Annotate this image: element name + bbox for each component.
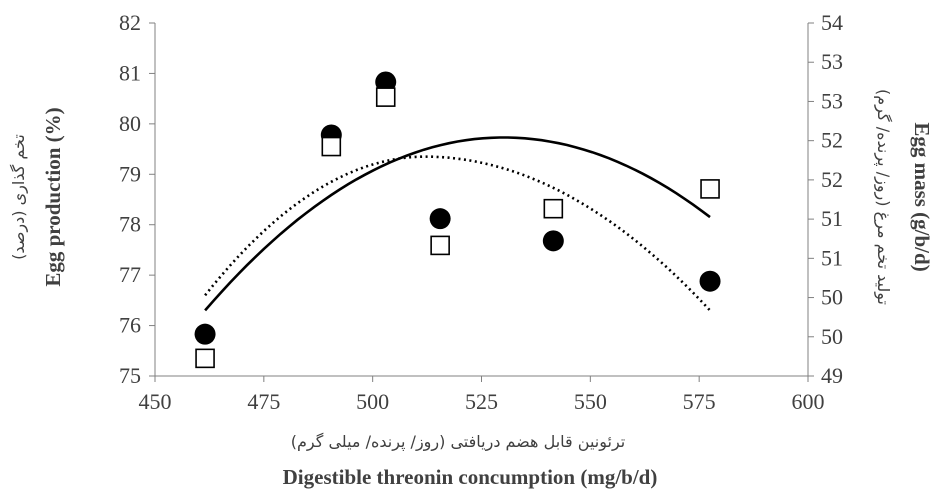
y2-tick-label: 53 (821, 88, 843, 113)
y-tick-label: 80 (119, 111, 141, 136)
y-tick-label: 79 (119, 161, 141, 186)
y-axis-label: Egg production (%) (41, 107, 65, 286)
y2-axis-label: Egg mass (g/b/d) (910, 122, 934, 271)
data-point-square (700, 179, 720, 199)
data-point-circle (194, 323, 216, 345)
x-axis-label: Digestible threonin concumption (mg/b/d) (283, 465, 658, 489)
y-tick-label: 78 (119, 212, 141, 237)
tick-labels: 450 475 500 525 550 575 600 75 76 77 78 79 80 81 82 49 5… (119, 10, 843, 414)
data-point-circle (375, 71, 397, 93)
x-axis-label-fa: ترئونین قابل هضم دریافتی (روز/ پرنده/ می… (291, 432, 625, 452)
y2-tick-label: 53 (821, 49, 843, 74)
y-tick-label: 82 (119, 10, 141, 35)
data-point-circle (429, 208, 451, 230)
data-point-square (375, 87, 396, 107)
y2-tick-label: 49 (821, 363, 843, 388)
y-tick-label: 76 (119, 313, 141, 338)
x-tick-label: 575 (683, 389, 716, 414)
y2-tick-label: 51 (821, 245, 843, 270)
y-tick-label: 77 (119, 262, 141, 287)
y2-tick-label: 50 (821, 285, 843, 310)
x-tick-label: 500 (356, 389, 389, 414)
y2-tick-label: 52 (821, 128, 843, 153)
trendlines (204, 136, 711, 312)
x-tick-label: 525 (465, 389, 498, 414)
trendline-solid (204, 136, 711, 312)
x-tick-label: 475 (247, 389, 280, 414)
x-tick-label: 550 (574, 389, 607, 414)
y-tick-label: 81 (119, 60, 141, 85)
x-tick-label: 600 (792, 389, 825, 414)
y-tick-label: 75 (119, 363, 141, 388)
data-point-circle (699, 270, 721, 292)
data-point-square (430, 235, 450, 256)
y2-tick-label: 52 (821, 167, 843, 192)
axes (149, 22, 814, 382)
data-point-circle (542, 230, 564, 252)
y-axis-label-fa: تخم گذاری (درصد) (9, 134, 29, 260)
y2-tick-label: 51 (821, 206, 843, 231)
y2-axis-label-fa: تولید تخم مرغ (روز/ پرنده/ گرم) (873, 89, 893, 305)
x-tick-label: 450 (139, 389, 172, 414)
data-point-square (543, 198, 564, 219)
y2-tick-label: 50 (821, 324, 843, 349)
y2-tick-label: 54 (821, 10, 843, 35)
data-point-square (195, 348, 215, 369)
data-point-square (321, 136, 342, 157)
data-points (194, 71, 721, 369)
